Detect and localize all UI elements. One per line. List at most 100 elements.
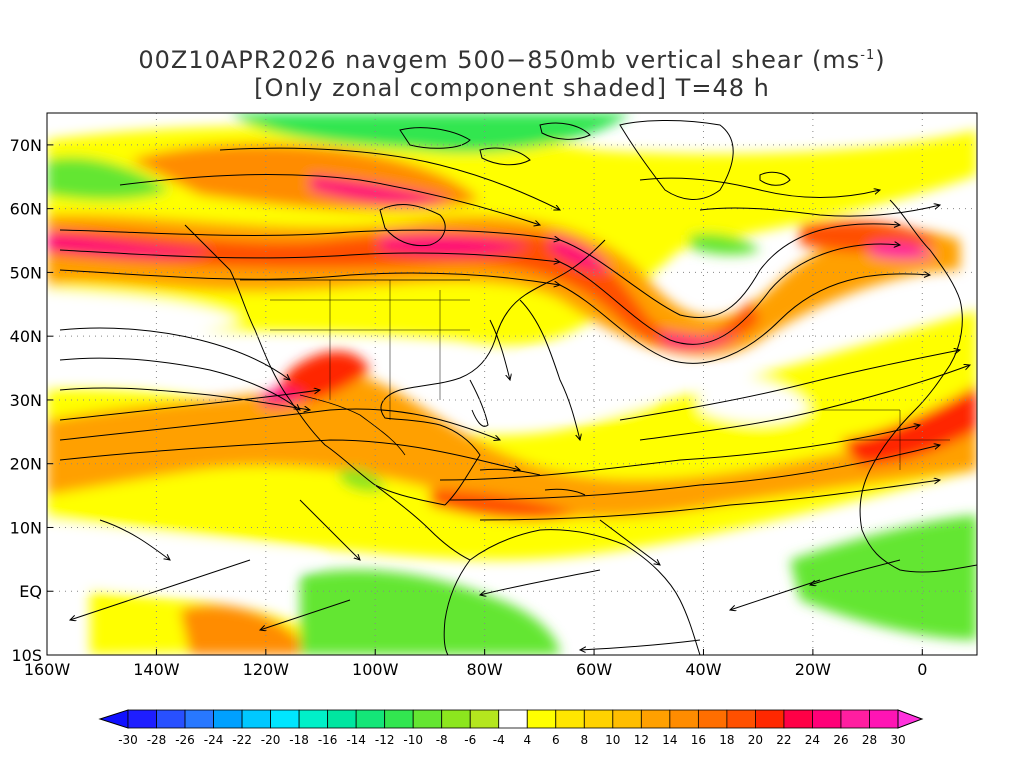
latitude-label: 30N [10, 391, 42, 410]
colorbar-label: -24 [204, 733, 224, 747]
gridlines [47, 113, 977, 655]
colorbar-swatch [270, 709, 300, 729]
longitude-label: 80W [467, 660, 503, 679]
colorbar-label: -4 [493, 733, 505, 747]
latitude-label: 40N [10, 327, 42, 346]
colorbar-swatch [783, 709, 813, 729]
colorbar-swatch [640, 709, 671, 729]
colorbar-label: -6 [464, 733, 476, 747]
colorbar-swatch [840, 709, 870, 729]
colorbar-label: -8 [436, 733, 448, 747]
colorbar-swatch [184, 709, 214, 729]
longitude-label: 20W [795, 660, 831, 679]
colorbar-swatch [441, 709, 471, 729]
colorbar-label: -14 [346, 733, 366, 747]
longitude-label: 100W [352, 660, 399, 679]
shear-core [660, 330, 740, 349]
colorbar-arrow-right [897, 709, 924, 729]
streamlines [59, 147, 970, 650]
map-title-line2: [Only zonal component shaded] T=48 h [254, 74, 770, 102]
colorbar-label: 24 [805, 733, 820, 747]
colorbar-label: -30 [118, 733, 138, 747]
latitude-label: 10N [10, 518, 42, 537]
easterly-shear-area [47, 157, 170, 200]
latitude-label: 10S [11, 646, 42, 665]
colorbar-label: 20 [748, 733, 763, 747]
shear-band-strong [430, 490, 580, 521]
latitude-label: 20N [10, 455, 42, 474]
colorbar-label: 6 [552, 733, 560, 747]
colorbar-label: -10 [403, 733, 423, 747]
colorbar-swatch [127, 709, 157, 729]
shear-core [870, 243, 935, 260]
colorbar-swatch [726, 709, 756, 729]
colorbar-label: -12 [375, 733, 395, 747]
colorbar-label: 8 [580, 733, 588, 747]
easterly-shear-area [340, 468, 385, 492]
longitude-label: 40W [685, 660, 721, 679]
colorbar-swatch [412, 709, 443, 729]
colorbar-swatch [555, 709, 585, 729]
longitude-label: 60W [576, 660, 612, 679]
colorbar-swatch [583, 709, 614, 729]
colorbar-label: 26 [833, 733, 848, 747]
colorbar-swatch [755, 709, 785, 729]
colorbar-label: -26 [175, 733, 195, 747]
colorbar-label: 12 [634, 733, 649, 747]
colorbar-label: -16 [318, 733, 338, 747]
colorbar-swatch [697, 709, 728, 729]
colorbar-swatch [469, 709, 500, 729]
colorbar-label: -22 [232, 733, 252, 747]
shear-band-strong [270, 351, 370, 404]
colorbar-swatch [612, 709, 642, 729]
weak-shear-gap [47, 290, 240, 335]
colorbar-swatch [156, 709, 186, 729]
longitude-label: 160W [24, 660, 71, 679]
colorbar-swatch [384, 709, 414, 729]
colorbar-label: 18 [719, 733, 734, 747]
colorbar-label: 30 [890, 733, 905, 747]
colorbar-label: -18 [289, 733, 309, 747]
colorbar-label: 28 [862, 733, 877, 747]
latitude-label: 70N [10, 136, 42, 155]
easterly-shear-area [230, 113, 630, 153]
easterly-shear-area [790, 515, 977, 640]
colorbar-labels: -30 -28 -26 -24 -22 -20 -18 -16 -14 -12 -10 -8 -6 -4 4… [118, 733, 905, 747]
map-frame [46, 112, 978, 656]
shear-band-moderate [180, 604, 300, 655]
colorbar-label: -28 [147, 733, 167, 747]
easterly-shear-area [690, 233, 760, 255]
colorbar-swatch [213, 709, 243, 729]
longitude-label: 120W [243, 660, 290, 679]
shading-layer [47, 113, 977, 655]
longitude-label: 0 [917, 660, 927, 679]
colorbar [98, 709, 924, 729]
colorbar-swatch [327, 709, 357, 729]
longitude-labels: 160W 140W 120W 100W 80W 60W 40W 20W 0 [24, 649, 927, 679]
latitude-labels: 70N 60N 50N 40N 30N 20N 10N EQ 10S [10, 136, 53, 665]
colorbar-swatch [498, 709, 528, 729]
shear-band-moderate [47, 376, 977, 518]
colorbar-swatch [869, 709, 899, 729]
shear-core [380, 233, 530, 256]
latitude-label: EQ [19, 582, 42, 601]
colorbar-label: 16 [691, 733, 706, 747]
shear-core [550, 235, 610, 271]
colorbar-label: 14 [662, 733, 677, 747]
shear-core [310, 175, 450, 206]
longitude-label: 140W [133, 660, 180, 679]
colorbar-label: 22 [776, 733, 791, 747]
colorbar-label: -20 [261, 733, 281, 747]
shear-band-strong [840, 385, 977, 465]
latitude-label: 60N [10, 200, 42, 219]
colorbar-swatch [669, 709, 699, 729]
colorbar-swatch [241, 709, 271, 729]
colorbar-swatch [355, 709, 386, 729]
colorbar-swatch [526, 709, 557, 729]
colorbar-swatch [298, 709, 329, 729]
weak-shear-gap [47, 520, 320, 586]
colorbar-label: 4 [523, 733, 531, 747]
colorbar-swatch [812, 709, 842, 729]
colorbar-label: 10 [605, 733, 620, 747]
